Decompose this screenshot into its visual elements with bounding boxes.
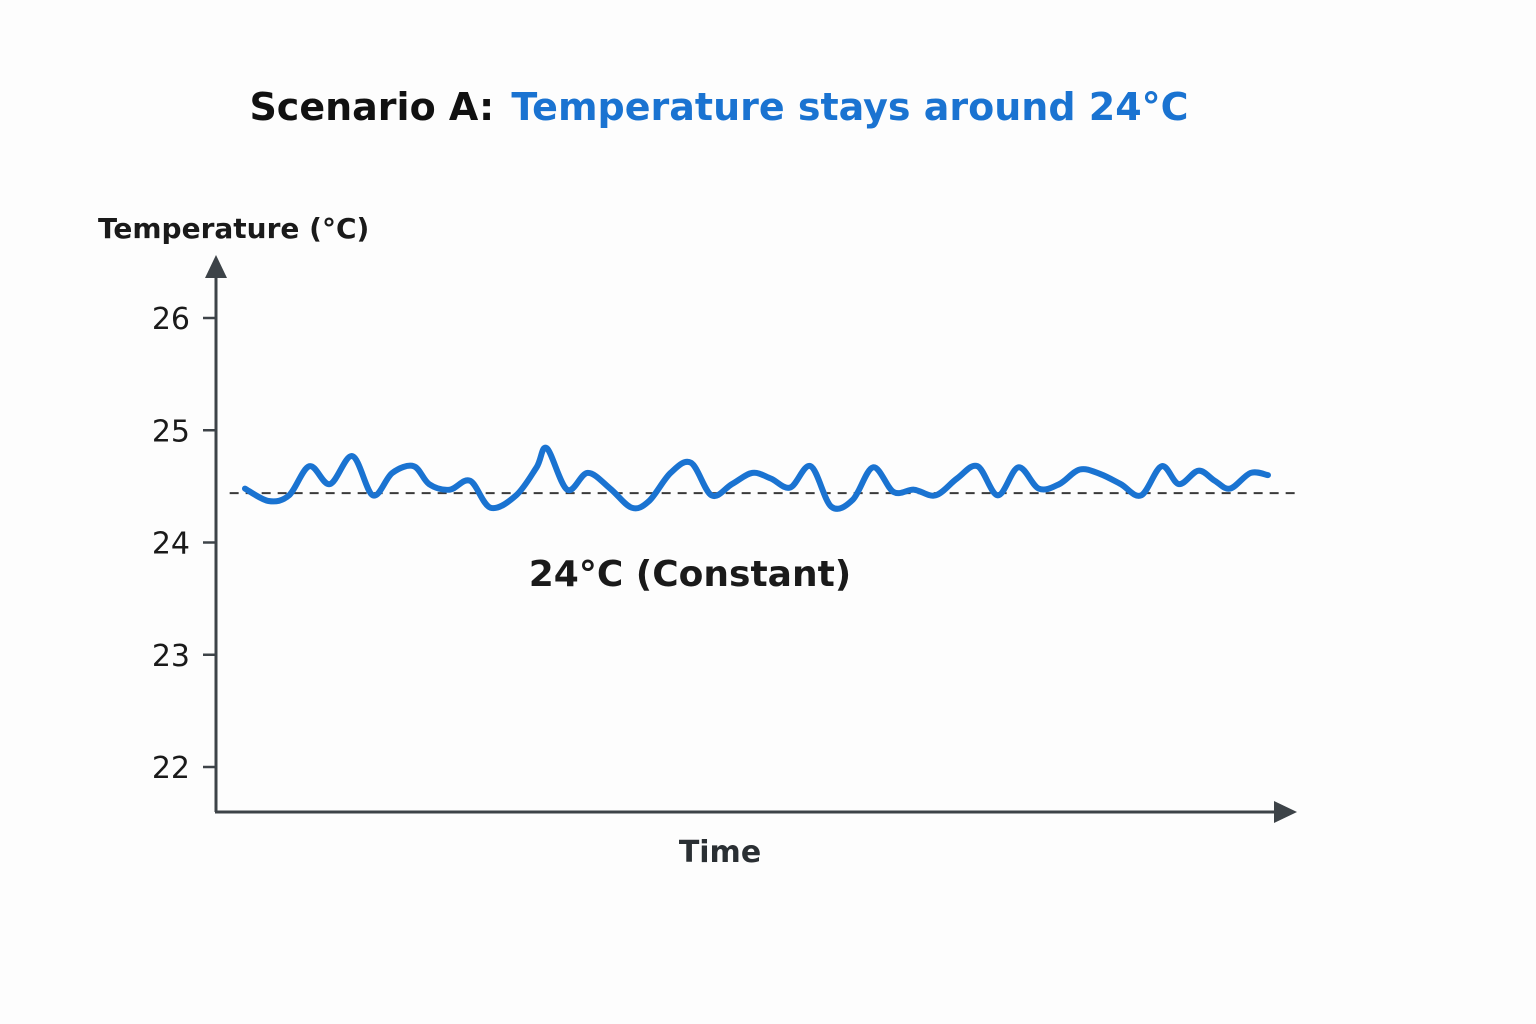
y-tick-label: 25 [152, 414, 190, 449]
chart-title-main: Temperature stays around 24°C [511, 85, 1188, 129]
x-axis-label: Time [679, 835, 761, 870]
y-ticks: 22 23 24 25 26 [152, 302, 216, 786]
y-tick-label: 22 [152, 751, 190, 786]
temperature-series-line [242, 444, 1271, 512]
y-tick-label: 26 [152, 302, 190, 337]
y-axis-label: Temperature (°C) [98, 212, 369, 245]
chart-title: Scenario A: Temperature stays around 24°… [249, 85, 1188, 129]
chart-title-prefix: Scenario A: [249, 85, 494, 129]
y-tick-label: 24 [152, 527, 190, 562]
x-axis-arrow [1274, 801, 1297, 823]
y-axis-arrow [205, 255, 227, 278]
y-tick-label: 23 [152, 639, 190, 674]
constant-annotation: 24°C (Constant) [529, 554, 852, 595]
axes [205, 255, 1297, 823]
